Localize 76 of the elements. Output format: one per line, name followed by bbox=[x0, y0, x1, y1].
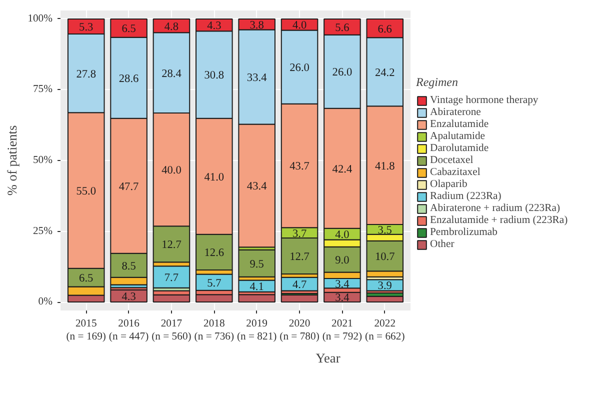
data-label: 41.8 bbox=[374, 160, 396, 172]
data-label: 40.0 bbox=[162, 164, 182, 177]
legend-label: Olaparib bbox=[430, 179, 468, 190]
legend-label: Cabazitaxel bbox=[430, 167, 480, 178]
x-tick-label: 2018 (n = 736) bbox=[194, 318, 234, 343]
data-label: 43.4 bbox=[246, 180, 268, 193]
legend-label: Abiraterone bbox=[430, 107, 481, 118]
data-label: 10.7 bbox=[374, 251, 396, 264]
data-label: 3.5 bbox=[378, 224, 392, 236]
bar bbox=[152, 266, 190, 288]
data-label: 9.5 bbox=[250, 258, 264, 270]
x-tick-label: 2020 (n = 780) bbox=[280, 318, 320, 343]
data-label: 3.4 bbox=[335, 278, 350, 290]
data-label: 26.0 bbox=[332, 66, 352, 79]
legend-label: Apalutamide bbox=[430, 131, 486, 142]
data-label: 12.6 bbox=[204, 247, 224, 260]
data-label: 26.0 bbox=[290, 62, 310, 74]
x-tick-label: 2017 (n = 560) bbox=[152, 318, 192, 343]
data-label: 12.7 bbox=[162, 239, 182, 252]
x-tick-label: 2019 (n = 821) bbox=[236, 318, 278, 343]
data-label: 7.7 bbox=[164, 272, 179, 284]
legend-label: Docetaxel bbox=[430, 155, 474, 166]
data-label: 4.0 bbox=[335, 229, 350, 242]
data-label: 3.8 bbox=[250, 19, 264, 32]
data-label: 55.0 bbox=[76, 186, 96, 198]
data-label: 43.7 bbox=[290, 160, 310, 173]
data-label: 12.7 bbox=[290, 251, 310, 264]
data-label: 30.8 bbox=[204, 70, 224, 82]
data-label: 3.9 bbox=[378, 280, 392, 292]
data-label: 27.8 bbox=[76, 68, 96, 80]
legend-label: Other bbox=[430, 239, 454, 250]
y-tick-label: 75% bbox=[32, 84, 53, 96]
x-tick-label: 2016 (n = 447) bbox=[108, 318, 150, 343]
data-label: 3.4 bbox=[335, 292, 350, 304]
data-label: 6.5 bbox=[122, 23, 136, 36]
data-label: 4.8 bbox=[164, 20, 179, 33]
data-label: 42.4 bbox=[332, 163, 352, 176]
data-label: 4.1 bbox=[250, 281, 264, 294]
y-tick-label: 50% bbox=[32, 155, 53, 166]
data-label: 4.3 bbox=[122, 290, 136, 303]
data-label: 47.7 bbox=[118, 180, 140, 193]
y-tick-label: 25% bbox=[32, 226, 53, 237]
y-tick-label: 100% bbox=[28, 13, 53, 24]
legend-label: Enzalutamide bbox=[430, 119, 489, 130]
data-label: 4.7 bbox=[292, 279, 307, 292]
bar bbox=[196, 294, 233, 303]
data-label: 4.3 bbox=[207, 20, 222, 32]
data-label: 6.5 bbox=[79, 272, 94, 285]
bar bbox=[238, 294, 276, 303]
x-tick-label: 2015 (n = 169) bbox=[66, 318, 106, 343]
data-label: 9.0 bbox=[335, 254, 350, 267]
legend-label: Radium (223Ra) bbox=[430, 191, 502, 202]
x-axis-title: Year bbox=[316, 350, 341, 366]
data-label: 4.0 bbox=[292, 20, 307, 32]
legend-label: Vintage hormone therapy bbox=[430, 95, 538, 106]
data-label: 8.5 bbox=[122, 260, 136, 272]
data-label: 28.6 bbox=[118, 72, 140, 85]
data-label: 3.7 bbox=[292, 228, 307, 240]
data-label: 24.2 bbox=[374, 66, 396, 79]
data-label: 6.6 bbox=[378, 23, 392, 36]
x-tick-label: 2021 (n = 792) bbox=[322, 318, 363, 343]
x-tick-label: 2022 (n = 662) bbox=[365, 318, 406, 343]
data-label: 5.3 bbox=[79, 21, 94, 34]
legend-label: Abiraterone + radium (223Ra) bbox=[430, 203, 560, 214]
y-tick-label: 0% bbox=[38, 296, 53, 308]
data-label: 33.4 bbox=[246, 72, 268, 84]
legend-title: Regimen bbox=[416, 75, 459, 90]
data-label: 41.0 bbox=[204, 171, 224, 184]
legend-label: Enzalutamide + radium (223Ra) bbox=[430, 215, 568, 226]
bar bbox=[238, 249, 276, 278]
legend-label: Pembrolizumab bbox=[430, 227, 498, 238]
legend-label: Darolutamide bbox=[430, 143, 489, 154]
y-axis-title: % of patients bbox=[4, 125, 20, 196]
data-label: 5.6 bbox=[335, 22, 350, 34]
data-label: 28.4 bbox=[162, 68, 182, 80]
data-label: 5.7 bbox=[207, 277, 222, 290]
